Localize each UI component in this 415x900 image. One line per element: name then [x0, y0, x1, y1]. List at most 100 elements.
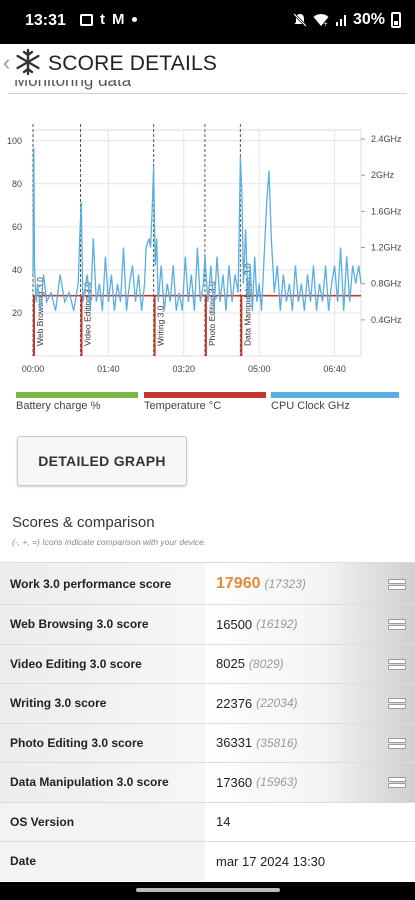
score-compare: (15963) [256, 775, 298, 790]
y-tick-label-right: 2GHz [371, 170, 395, 180]
table-row[interactable]: Web Browsing 3.0 score 16500 (16192) [0, 604, 415, 644]
y-tick-label-right: 0.4GHz [371, 315, 402, 325]
y-tick-label-left: 80 [12, 179, 22, 189]
system-icons: + 30% [293, 11, 401, 29]
monitoring-section-heading: Monitoring data [14, 80, 131, 92]
x-tick-label: 01:40 [97, 364, 120, 374]
x-tick-label: 00:00 [22, 364, 45, 374]
score-compare: (17323) [264, 576, 306, 591]
legend-swatch-temperature [144, 392, 266, 398]
table-row[interactable]: Video Editing 3.0 score 8025 (8029) [0, 643, 415, 683]
equal-icon [388, 578, 406, 590]
legend-swatch-cpu [271, 392, 399, 398]
dot-icon [131, 17, 137, 22]
snowflake-icon [16, 48, 40, 76]
y-tick-label-left: 60 [12, 222, 22, 232]
gallery-icon [80, 13, 93, 26]
monitoring-section-heading-text: Monitoring data [14, 80, 132, 90]
monitoring-chart-svg: 20 40 60 80 100 0.4GHz 0.8GHz 1.2GHz 1.6GHz 2GHz 2… [7, 124, 402, 374]
score-value: 16500 [216, 616, 253, 632]
score-compare: (35816) [256, 735, 298, 750]
score-value: 22376 [216, 695, 253, 711]
annotation-label: Writing 3.0 [156, 305, 166, 346]
scores-title: Scores & comparison [12, 514, 155, 531]
navigation-bar [0, 882, 415, 900]
legend-label-cpu: CPU Clock GHz [271, 400, 350, 412]
home-gesture-pill[interactable] [136, 888, 280, 892]
x-tick-label: 05:00 [248, 364, 271, 374]
date-value: mar 17 2024 13:30 [205, 842, 415, 881]
score-label: Video Editing 3.0 score [0, 644, 205, 683]
os-value: 14 [205, 802, 415, 841]
wifi-icon: + [313, 14, 329, 27]
scores-subtitle: (-, +, =) Icons indicate comparison with… [12, 537, 207, 547]
score-table: Work 3.0 performance score 17960 (17323)… [0, 562, 415, 881]
y-tick-label-left: 40 [12, 265, 22, 275]
battery-icon [391, 12, 401, 28]
annotation-label: Photo Editing 3.0 [207, 281, 217, 346]
legend-swatch-battery [16, 392, 138, 398]
score-value: 36331 [216, 735, 253, 751]
score-compare: (22034) [256, 696, 298, 711]
back-chevron-icon[interactable]: ‹ [3, 50, 11, 75]
y-tick-label-right: 1.2GHz [371, 243, 402, 253]
score-value-cell: 8025 (8029) [205, 644, 415, 683]
equal-icon [388, 777, 406, 789]
score-label: Web Browsing 3.0 score [0, 605, 205, 644]
score-value-cell: 36331 (35816) [205, 723, 415, 762]
score-value: 8025 [216, 656, 245, 672]
score-value-cell: 16500 (16192) [205, 605, 415, 644]
table-row[interactable]: Photo Editing 3.0 score 36331 (35816) [0, 722, 415, 762]
score-label: Work 3.0 performance score [0, 563, 205, 604]
score-compare: (16192) [256, 617, 298, 632]
x-tick-label: 06:40 [323, 364, 346, 374]
legend-label-temperature: Temperature °C [144, 400, 222, 412]
equal-icon [388, 698, 406, 710]
score-value-cell: 17960 (17323) [205, 563, 415, 604]
status-bar: 13:31 t M + 30% [0, 0, 415, 44]
status-time: 13:31 [25, 12, 66, 29]
y-tick-label-left: 20 [12, 308, 22, 318]
table-row[interactable]: Data Manipulation 3.0 score 17360 (15963… [0, 762, 415, 802]
page-title: SCORE DETAILS [48, 52, 218, 75]
y-tick-label-left: 100 [7, 136, 22, 146]
annotation-label: Web Browsing 3.0 [35, 277, 45, 346]
signal-icon [335, 15, 346, 26]
plot-area [32, 129, 362, 357]
app-header: ‹ SCORE DETAILS [0, 44, 415, 84]
detailed-graph-button[interactable]: DETAILED GRAPH [17, 436, 187, 486]
equal-icon [388, 658, 406, 670]
monitoring-chart: 20 40 60 80 100 0.4GHz 0.8GHz 1.2GHz 1.6GHz 2GHz 2… [0, 118, 415, 388]
score-value: 17960 [216, 574, 261, 592]
table-row[interactable]: Work 3.0 performance score 17960 (17323) [0, 562, 415, 604]
score-value-cell: 17360 (15963) [205, 763, 415, 802]
divider [8, 93, 407, 94]
equal-icon [388, 737, 406, 749]
tumblr-icon: t [100, 11, 105, 28]
score-label: Writing 3.0 score [0, 684, 205, 723]
mute-icon [293, 13, 307, 27]
y-tick-label-right: 1.6GHz [371, 206, 402, 216]
score-value-cell: 22376 (22034) [205, 684, 415, 723]
notification-icons: t M [80, 11, 137, 28]
score-value: 17360 [216, 774, 253, 790]
x-tick-label: 03:20 [173, 364, 196, 374]
annotation-label: Video Editing 3.0 [83, 282, 93, 346]
y-tick-label-right: 2.4GHz [371, 134, 402, 144]
date-label: Date [0, 842, 205, 881]
legend-label-battery: Battery charge % [16, 400, 101, 412]
y-tick-label-right: 0.8GHz [371, 279, 402, 289]
score-label: Photo Editing 3.0 score [0, 723, 205, 762]
equal-icon [388, 619, 406, 631]
series-cpu-clock [32, 148, 362, 311]
gmail-icon: M [112, 11, 125, 28]
table-row-date: Date mar 17 2024 13:30 [0, 841, 415, 881]
os-label: OS Version [0, 802, 205, 841]
annotation-label: Data Manipulation 3.0 [242, 263, 252, 346]
score-label: Data Manipulation 3.0 score [0, 763, 205, 802]
svg-text:+: + [323, 21, 328, 27]
battery-percentage: 30% [352, 11, 385, 28]
table-row[interactable]: Writing 3.0 score 22376 (22034) [0, 683, 415, 723]
score-compare: (8029) [248, 656, 284, 671]
table-row-os: OS Version 14 [0, 801, 415, 841]
